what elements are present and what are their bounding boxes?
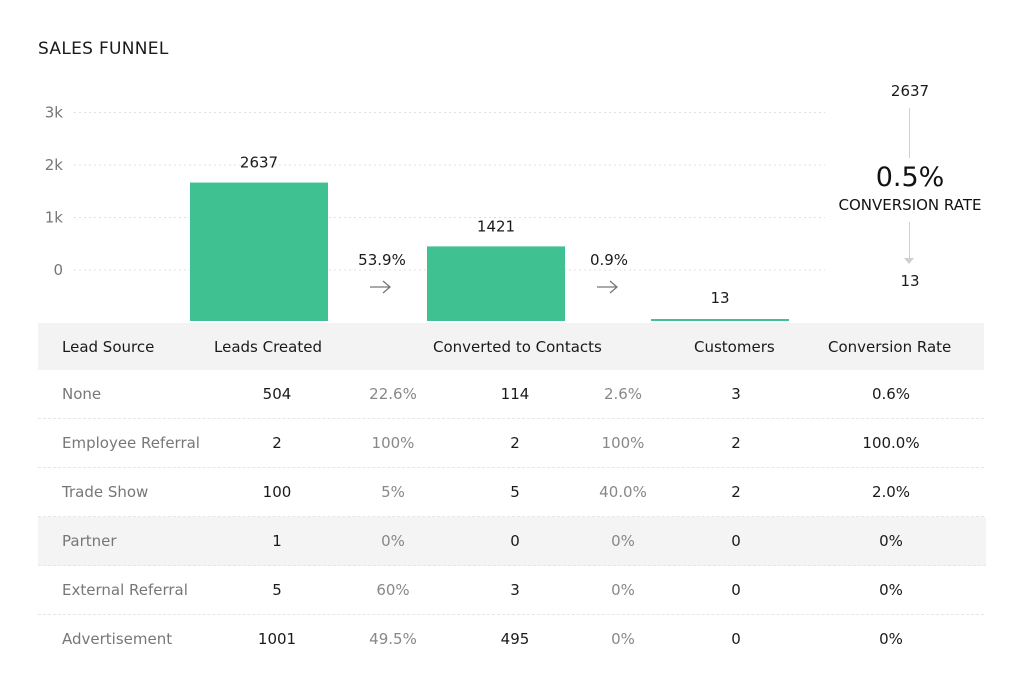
cell-conversion-rate: 0% [879,532,903,550]
y-tick-label: 2k [45,156,64,174]
cell-leads-percent: 60% [376,581,410,599]
y-tick-label: 0 [53,261,63,279]
cell-lead-source: Partner [62,532,117,550]
summary-top-value: 2637 [890,82,930,100]
step-conversion-rate: 0.9% [590,251,628,269]
cell-customers: 2 [731,434,741,452]
table-body: None 504 22.6% 114 2.6% 3 0.6% Employee Referra… [38,370,986,663]
funnel-bar[interactable] [651,319,789,321]
header-leads-created[interactable]: Leads Created [214,338,322,356]
cell-leads-created: 1001 [257,630,297,648]
table-row[interactable]: External Referral 5 60% 3 0% 0 0% [38,566,984,615]
cell-customers: 3 [731,385,741,403]
cell-customers: 0 [731,532,741,550]
cell-lead-source: Advertisement [62,630,173,648]
step-conversion-rate: 53.9% [358,251,406,269]
cell-converted: 114 [500,385,530,403]
cell-conversion-rate: 0% [879,581,903,599]
table-row[interactable]: None 504 22.6% 114 2.6% 3 0.6% [38,370,984,419]
cell-leads-created: 100 [262,483,292,501]
cell-converted-percent: 0% [611,532,635,550]
cell-lead-source: External Referral [62,581,188,599]
arrow-right-icon [597,280,618,294]
cell-leads-percent: 49.5% [369,630,417,648]
cell-customers: 0 [731,630,741,648]
cell-customers: 2 [731,483,741,501]
header-conversion-rate[interactable]: Conversion Rate [828,338,952,356]
bar-value-label: 2637 [240,154,278,172]
cell-leads-percent: 22.6% [369,385,417,403]
cell-converted-percent: 40.0% [599,483,647,501]
summary-conversion-rate-label: CONVERSION RATE [838,196,982,214]
lead-source-table: Lead Source Leads Created Converted to C… [38,323,986,663]
header-customers[interactable]: Customers [694,338,775,356]
cell-customers: 0 [731,581,741,599]
funnel-bar[interactable] [427,246,565,321]
bar-value-label: 13 [710,289,729,307]
cell-lead-source: Trade Show [62,483,149,501]
cell-converted: 5 [510,483,520,501]
header-converted-to-contacts[interactable]: Converted to Contacts [433,338,602,356]
cell-lead-source: Employee Referral [62,434,200,452]
header-lead-source[interactable]: Lead Source [62,338,155,356]
cell-leads-percent: 5% [381,483,405,501]
cell-conversion-rate: 0% [879,630,903,648]
cell-conversion-rate: 100.0% [862,434,920,452]
cell-converted-percent: 100% [601,434,645,452]
summary-connector-top [909,108,910,158]
funnel-chart: 0 1k 2k 3k 2637 1421 13 53.9% 0.9% [45,104,825,321]
cell-leads-created: 1 [272,532,282,550]
summary-connector-bottom [909,222,910,258]
cell-converted: 495 [500,630,530,648]
table-header: Lead Source Leads Created Converted to C… [38,323,984,370]
cell-lead-source: None [62,385,102,403]
table-row[interactable]: Partner 1 0% 0 0% 0 0% [38,517,986,566]
summary-bottom-value: 13 [900,272,920,290]
cell-converted: 2 [510,434,520,452]
y-tick-label: 3k [45,104,64,122]
chart-title: SALES FUNNEL [38,39,169,59]
bar-value-label: 1421 [477,217,515,235]
summary-conversion-rate: 0.5% [875,162,945,193]
cell-converted-percent: 0% [611,630,635,648]
cell-leads-percent: 0% [381,532,405,550]
table-row[interactable]: Employee Referral 2 100% 2 100% 2 100.0% [38,419,984,468]
cell-converted: 0 [510,532,520,550]
funnel-bar[interactable] [190,182,328,321]
cell-conversion-rate: 2.0% [871,483,911,501]
table-row[interactable]: Trade Show 100 5% 5 40.0% 2 2.0% [38,468,984,517]
cell-leads-created: 5 [272,581,282,599]
cell-leads-created: 2 [272,434,282,452]
cell-converted-percent: 2.6% [603,385,643,403]
cell-conversion-rate: 0.6% [871,385,911,403]
table-row[interactable]: Advertisement 1001 49.5% 495 0% 0 0% [38,615,984,663]
summary-arrow-down-icon [904,258,914,264]
cell-leads-percent: 100% [371,434,415,452]
y-tick-label: 1k [45,209,64,227]
conversion-summary: 2637 0.5% CONVERSION RATE 13 [829,80,991,295]
arrow-right-icon [370,280,391,294]
cell-converted-percent: 0% [611,581,635,599]
cell-leads-created: 504 [262,385,292,403]
cell-converted: 3 [510,581,520,599]
